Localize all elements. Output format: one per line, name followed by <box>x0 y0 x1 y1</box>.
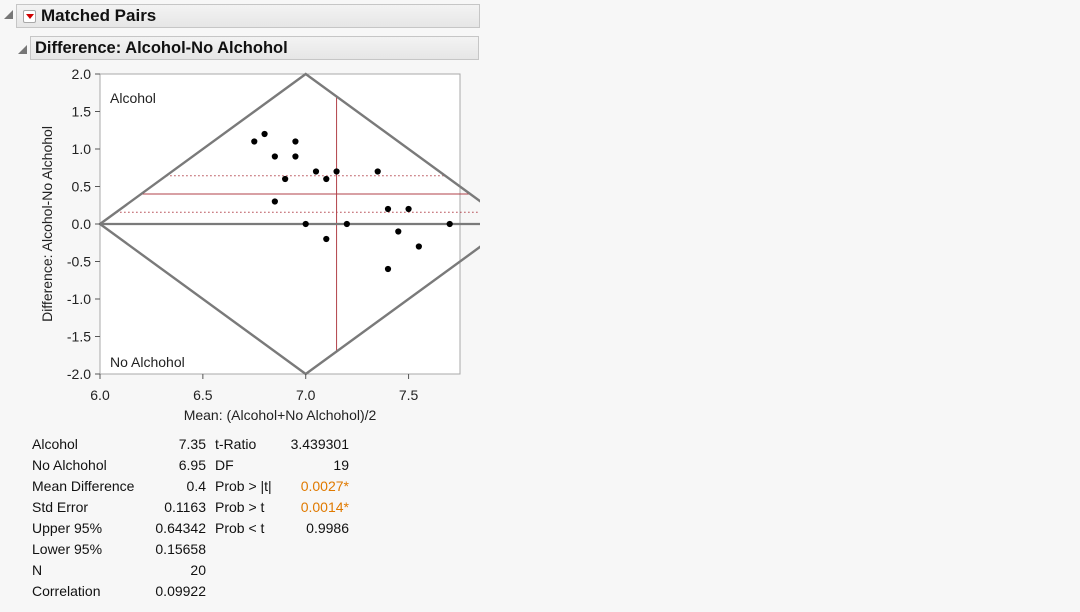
data-point <box>333 168 340 175</box>
left-row: Upper 95% 0.64342 <box>32 520 212 540</box>
x-axis-label: Mean: (Alcohol+No Alchohol)/2 <box>184 407 377 423</box>
data-point <box>323 235 330 243</box>
right-row: Prob > |t| 0.0027* <box>215 478 355 498</box>
difference-header: Difference: Alcohol-No Alchohol <box>30 36 479 60</box>
stats-table-right: t-Ratio 3.439301 DF 19 Prob > |t| 0.0027* Prob… <box>215 436 355 546</box>
left-label: Lower 95% <box>32 541 103 557</box>
corner-label-no-alchohol: No Alchohol <box>110 354 185 370</box>
y-tick-label: -1.5 <box>67 329 91 345</box>
y-tick-label: 0.0 <box>72 216 92 232</box>
left-value: 7.35 <box>178 436 206 452</box>
data-point <box>415 243 422 250</box>
sub-title: Difference: Alcohol-No Alchohol <box>35 38 288 57</box>
left-value: 0.15658 <box>155 541 206 557</box>
left-value: 0.4 <box>186 478 206 494</box>
matched-pairs-header: Matched Pairs <box>16 4 480 28</box>
right-row: DF 19 <box>215 457 355 477</box>
left-label: Mean Difference <box>32 478 135 494</box>
left-label: Std Error <box>32 499 89 515</box>
y-tick-label: -1.0 <box>67 291 91 307</box>
data-point <box>312 168 320 175</box>
y-tick-label: -0.5 <box>67 254 91 270</box>
data-point <box>384 205 392 213</box>
x-tick-label: 7.0 <box>296 387 316 403</box>
left-label: Correlation <box>32 583 101 599</box>
left-value: 0.64342 <box>155 520 206 536</box>
data-point <box>282 175 289 183</box>
difference-plot: 2.0 1.5 1.0 0.5 0.0 -0.5 -1.0 -1.5 -2.0 6.0 6.5 7.… <box>39 66 480 423</box>
left-label: Alcohol <box>32 436 78 452</box>
right-row: t-Ratio 3.439301 <box>215 436 355 456</box>
right-value: 3.439301 <box>290 436 349 452</box>
left-row: Correlation 0.09922 <box>32 583 212 603</box>
data-point <box>292 153 299 160</box>
left-label: N <box>32 562 43 578</box>
left-value: 0.09922 <box>155 583 206 599</box>
right-row: Prob < t 0.9986 <box>215 520 355 540</box>
data-point <box>261 130 268 138</box>
data-point <box>323 175 330 183</box>
data-point <box>405 205 412 213</box>
y-tick-label: 1.0 <box>72 141 92 157</box>
data-point <box>384 265 392 273</box>
x-tick-label: 7.5 <box>399 387 419 403</box>
data-point <box>271 198 278 205</box>
y-axis-label: Difference: Alcohol-No Alchohol <box>39 126 55 322</box>
right-row: Prob > t 0.0014* <box>215 499 355 519</box>
data-point <box>271 153 278 160</box>
left-value: 20 <box>190 562 206 578</box>
x-tick-label: 6.5 <box>193 387 213 403</box>
x-tick-label: 6.0 <box>90 387 110 403</box>
left-row: Lower 95% 0.15658 <box>32 541 212 561</box>
right-value: 0.9986 <box>306 520 349 536</box>
data-point <box>343 220 350 228</box>
right-value: 0.0014* <box>300 499 349 515</box>
left-row: Mean Difference 0.4 <box>32 478 212 498</box>
data-point <box>446 220 453 228</box>
data-point <box>302 220 309 228</box>
data-point <box>292 138 299 145</box>
y-axis: 2.0 1.5 1.0 0.5 0.0 -0.5 -1.0 -1.5 -2.0 <box>67 66 100 382</box>
right-label: Prob > t <box>215 499 265 515</box>
stats-table-left: Alcohol 7.35 No Alchohol 6.95 Mean Differenc… <box>32 436 212 606</box>
y-tick-label: 1.5 <box>72 104 92 120</box>
collapse-triangle-icon[interactable] <box>18 45 27 54</box>
collapse-triangle-icon[interactable] <box>4 10 13 19</box>
right-label: Prob < t <box>215 520 265 536</box>
right-label: t-Ratio <box>215 436 257 452</box>
data-point <box>374 168 381 175</box>
left-label: No Alchohol <box>32 457 107 473</box>
red-triangle-menu-icon[interactable] <box>23 9 36 23</box>
y-tick-label: 0.5 <box>72 179 92 195</box>
x-axis: 6.0 6.5 7.0 7.5 <box>90 374 419 403</box>
right-label: DF <box>215 457 234 473</box>
left-row: Alcohol 7.35 <box>32 436 212 456</box>
left-row: N 20 <box>32 562 212 582</box>
right-value: 0.0027* <box>300 478 349 494</box>
data-point <box>251 138 258 145</box>
left-row: Std Error 0.1163 <box>32 499 212 519</box>
left-value: 0.1163 <box>164 499 206 515</box>
right-label: Prob > |t| <box>215 478 272 494</box>
y-tick-label: -2.0 <box>67 366 91 382</box>
outline-title: Matched Pairs <box>41 6 157 25</box>
left-value: 6.95 <box>178 457 206 473</box>
diamond-outline <box>97 72 480 376</box>
data-point <box>395 228 402 235</box>
data-points <box>251 130 453 273</box>
right-value: 19 <box>333 457 349 473</box>
y-tick-label: 2.0 <box>72 66 92 82</box>
left-label: Upper 95% <box>32 520 103 536</box>
corner-label-alcohol: Alcohol <box>110 90 156 106</box>
left-row: No Alchohol 6.95 <box>32 457 212 477</box>
